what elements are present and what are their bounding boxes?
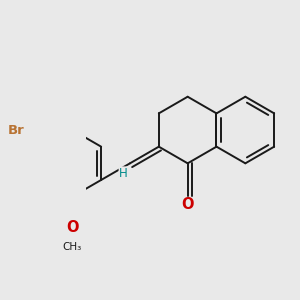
Text: O: O [66, 220, 79, 236]
Text: O: O [182, 197, 194, 212]
Text: H: H [119, 167, 128, 180]
Text: Br: Br [8, 124, 25, 137]
Text: CH₃: CH₃ [63, 242, 82, 252]
